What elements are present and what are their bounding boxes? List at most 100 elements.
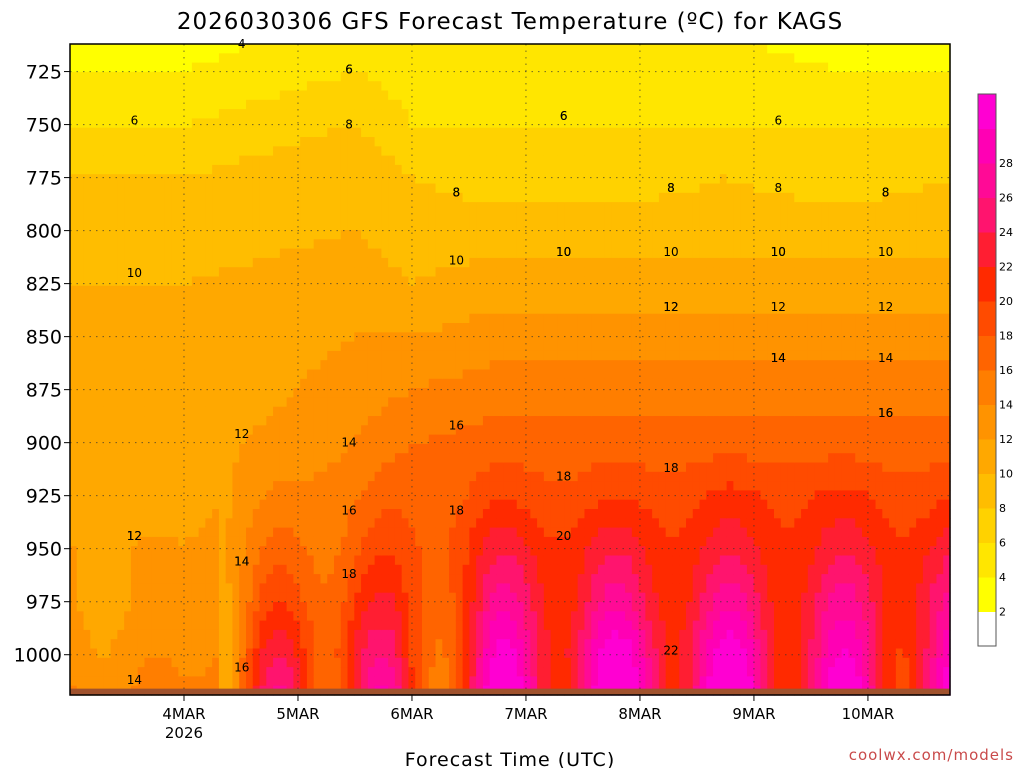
y-tick-label: 750 — [26, 115, 62, 137]
contour-label: 18 — [449, 504, 464, 518]
grid-lines — [70, 44, 950, 695]
colorbar-swatch — [978, 439, 996, 474]
colorbar-tick-label: 12 — [999, 433, 1013, 446]
colorbar-tick-label: 2 — [999, 606, 1006, 619]
y-tick-label: 925 — [26, 486, 62, 508]
ground-surface — [70, 688, 950, 695]
contour-label: 16 — [449, 419, 464, 433]
contour-label: 18 — [341, 567, 356, 581]
colorbar-swatch — [978, 232, 996, 267]
colorbar-swatch — [978, 508, 996, 543]
colorbar-tick-label: 26 — [999, 192, 1013, 205]
contour-label: 8 — [774, 181, 782, 195]
contour-label: 8 — [453, 185, 461, 199]
contour-label: 10 — [771, 245, 786, 259]
contour-label: 14 — [341, 436, 356, 450]
contour-label: 14 — [878, 351, 893, 365]
contour-label: 12 — [663, 300, 678, 314]
contour-label: 14 — [234, 554, 249, 568]
colorbar-swatch — [978, 128, 996, 164]
y-tick-label: 775 — [26, 168, 62, 190]
contour-label: 8 — [882, 185, 890, 199]
y-tick-label: 1000 — [14, 645, 62, 667]
colorbar-swatch — [978, 404, 996, 440]
plot-area: 6481068108121468101214166810121416681012… — [69, 37, 951, 696]
colorbar-tick-label: 22 — [999, 261, 1013, 274]
x-tick-label: 4MAR — [162, 705, 205, 723]
contour-label: 10 — [556, 245, 571, 259]
colorbar-tick-label: 8 — [999, 502, 1006, 515]
contour-label: 6 — [131, 113, 139, 127]
y-axis-ticks: 725 750 775 800 825 850 875 900 925 950 975 1000 — [14, 62, 70, 667]
contour-label: 8 — [882, 185, 890, 199]
plot-border — [69, 43, 951, 696]
contour-label: 12 — [878, 300, 893, 314]
contour-label: 12 — [127, 529, 142, 543]
contour-label: 16 — [234, 660, 249, 674]
colorbar-tick-label: 28 — [999, 157, 1013, 170]
y-tick-label: 875 — [26, 380, 62, 402]
contour-label: 6 — [560, 109, 568, 123]
y-tick-label: 825 — [26, 274, 62, 296]
contour-label: 12 — [127, 529, 142, 543]
x-tick-label: 10MAR — [842, 705, 895, 723]
colorbar-tick-label: 4 — [999, 571, 1006, 584]
colorbar-swatch — [978, 94, 996, 129]
credit-text: coolwx.com/models — [849, 746, 1014, 764]
contour-label: 10 — [663, 245, 678, 259]
colorbar-tick-label: 20 — [999, 295, 1013, 308]
x-tick-label: 6MAR — [390, 705, 433, 723]
contour-label: 14 — [234, 554, 249, 568]
contour-label: 8 — [667, 181, 675, 195]
contour-label: 12 — [771, 300, 786, 314]
colorbar-tick-label: 16 — [999, 364, 1013, 377]
y-tick-label: 975 — [26, 592, 62, 614]
colorbar-swatch — [978, 577, 996, 612]
colorbar-swatch — [978, 473, 996, 509]
contour-label: 6 — [345, 62, 353, 76]
colorbar-swatch — [978, 542, 996, 578]
contour-label: 12 — [234, 427, 249, 441]
colorbar-swatch — [978, 301, 996, 336]
chart-title: 2026030306 GFS Forecast Temperature (ºC)… — [177, 9, 843, 35]
contour-label: 14 — [127, 673, 142, 687]
colorbar-swatch — [978, 335, 996, 371]
y-tick-label: 850 — [26, 327, 62, 349]
contour-label: 6 — [774, 113, 782, 127]
y-tick-label: 725 — [26, 62, 62, 84]
x-tick-label: 9MAR — [732, 705, 775, 723]
colorbar-tick-label: 18 — [999, 330, 1013, 343]
contour-label: 6 — [345, 62, 353, 76]
contour-label: 6 — [560, 109, 568, 123]
contour-labels: 6481068108121468101214166810121416681012… — [127, 37, 894, 687]
y-tick-label: 800 — [26, 221, 62, 243]
colorbar-tick-label: 14 — [999, 399, 1013, 412]
contour-label: 12 — [663, 300, 678, 314]
colorbar-swatch — [978, 163, 996, 198]
contour-label: 10 — [556, 245, 571, 259]
x-tick-label: 5MAR — [276, 705, 319, 723]
colorbar-swatch — [978, 370, 996, 405]
contour-label: 16 — [878, 406, 893, 420]
contour-label: 8 — [667, 181, 675, 195]
x-axis-label: Forecast Time (UTC) — [405, 749, 615, 768]
contour-label: 14 — [771, 351, 786, 365]
x-year-label: 2026 — [165, 724, 203, 742]
colorbar-tick-label: 10 — [999, 468, 1013, 481]
y-tick-label: 900 — [26, 433, 62, 455]
colorbar-tick-label: 6 — [999, 537, 1006, 550]
contour-label: 10 — [127, 266, 142, 280]
contour-label: 10 — [449, 253, 464, 267]
contour-label: 18 — [663, 461, 678, 475]
contour-label: 8 — [453, 185, 461, 199]
y-tick-label: 950 — [26, 539, 62, 561]
colorbar-swatch — [978, 197, 996, 233]
contour-label: 16 — [878, 406, 893, 420]
contour-label: 22 — [663, 643, 678, 657]
contour-label: 16 — [341, 504, 356, 518]
contour-label: 18 — [556, 470, 571, 484]
contour-label: 8 — [345, 118, 353, 132]
